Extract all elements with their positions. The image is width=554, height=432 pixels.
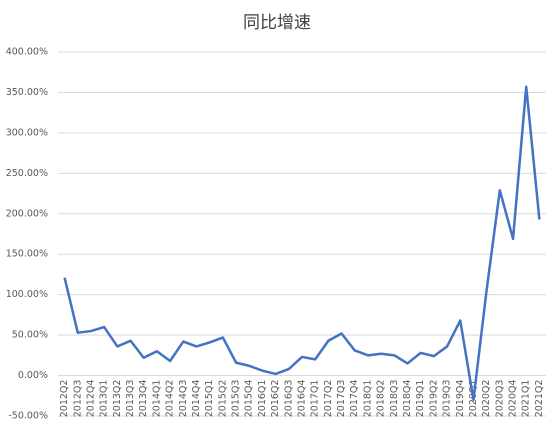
- x-tick-label: 2019Q1: [415, 380, 426, 418]
- x-tick-label: 2018Q4: [402, 380, 413, 418]
- y-tick-label: 100.00%: [6, 289, 48, 300]
- x-tick-label: 2021Q1: [521, 380, 532, 418]
- y-tick-label: 250.00%: [6, 168, 48, 179]
- x-tick-label: 2014Q4: [191, 380, 202, 418]
- x-tick-label: 2019Q2: [428, 380, 439, 418]
- x-tick-label: 2015Q4: [244, 380, 255, 418]
- x-tick-label: 2014Q2: [165, 380, 176, 418]
- y-tick-label: 300.00%: [6, 127, 48, 138]
- x-tick-label: 2012Q2: [59, 380, 70, 418]
- data-line: [63, 85, 541, 402]
- x-tick-label: 2014Q1: [151, 380, 162, 418]
- x-tick-label: 2017Q2: [323, 380, 334, 418]
- x-tick-label: 2017Q4: [349, 380, 360, 418]
- x-tick-label: 2015Q1: [204, 380, 215, 418]
- x-tick-label: 2018Q3: [389, 380, 400, 418]
- x-tick-label: 2018Q2: [376, 380, 387, 418]
- x-tick-label: 2020Q4: [508, 380, 519, 418]
- x-tick-label: 2017Q3: [336, 380, 347, 418]
- x-tick-label: 2016Q1: [257, 380, 268, 418]
- x-tick-label: 2017Q1: [310, 380, 321, 418]
- y-tick-label: 150.00%: [6, 249, 48, 260]
- x-tick-label: 2013Q1: [99, 380, 110, 418]
- y-tick-label: 0.00%: [18, 370, 48, 381]
- x-tick-label: 2020Q3: [494, 380, 505, 418]
- y-tick-label: 200.00%: [6, 208, 48, 219]
- x-tick-label: 2020Q2: [481, 380, 492, 418]
- x-tick-label: 2013Q2: [112, 380, 123, 418]
- x-tick-label: 2013Q3: [125, 380, 136, 418]
- chart-title: 同比增速: [243, 13, 311, 33]
- y-tick-label: 50.00%: [12, 330, 48, 341]
- y-tick-label: 400.00%: [6, 47, 48, 58]
- x-tick-label: 2015Q2: [217, 380, 228, 418]
- x-tick-label: 2013Q4: [138, 380, 149, 418]
- y-tick-label: 350.00%: [6, 87, 48, 98]
- x-tick-label: 2019Q3: [442, 380, 453, 418]
- x-tick-label: 2018Q1: [362, 380, 373, 418]
- x-tick-label: 2016Q2: [270, 380, 281, 418]
- x-tick-label: 2016Q4: [297, 380, 308, 418]
- x-tick-label: 2021Q2: [534, 380, 545, 418]
- y-tick-label: -50.00%: [8, 411, 48, 422]
- x-tick-label: 2012Q3: [72, 380, 83, 418]
- x-tick-label: 2019Q4: [455, 380, 466, 418]
- x-tick-label: 2012Q4: [85, 380, 96, 418]
- x-tick-label: 2015Q3: [231, 380, 242, 418]
- x-tick-label: 2016Q3: [283, 380, 294, 418]
- x-tick-label: 2014Q3: [178, 380, 189, 418]
